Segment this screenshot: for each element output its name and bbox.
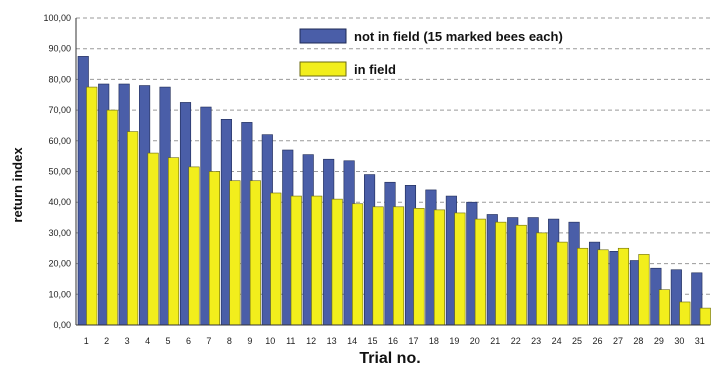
y-tick-label: 50,00 [48, 167, 71, 177]
bar-in-field [290, 195, 302, 326]
x-tick-label: 28 [633, 336, 643, 346]
bar-in-field [679, 301, 691, 326]
bar-in-field [454, 212, 466, 326]
bar-in-field [658, 289, 670, 326]
y-tick-label: 10,00 [48, 289, 71, 299]
bar-in-field [311, 195, 323, 326]
y-tick-label: 0,00 [53, 320, 71, 330]
x-tick-label: 2 [104, 336, 109, 346]
bar-in-field [474, 218, 486, 326]
y-tick-label: 40,00 [48, 197, 71, 207]
bar-in-field [577, 247, 589, 326]
y-tick-label: 30,00 [48, 228, 71, 238]
x-tick-label: 19 [449, 336, 459, 346]
bar-in-field [127, 131, 139, 326]
y-tick-label: 80,00 [48, 74, 71, 84]
x-tick-label: 7 [206, 336, 211, 346]
x-tick-label: 25 [572, 336, 582, 346]
bar-in-field [392, 206, 405, 326]
x-tick-label: 17 [408, 336, 418, 346]
x-tick-label: 6 [186, 336, 191, 346]
x-tick-label: 31 [695, 336, 705, 346]
x-tick-label: 9 [247, 336, 252, 346]
x-tick-label: 21 [490, 336, 500, 346]
bar-in-field [229, 180, 241, 326]
x-tick-label: 29 [654, 336, 664, 346]
bar-in-field [208, 171, 221, 326]
legend-label-in-field: in field [354, 62, 396, 77]
x-tick-label: 30 [674, 336, 684, 346]
y-tick-label: 90,00 [48, 44, 71, 54]
x-tick-label: 12 [306, 336, 316, 346]
bar-in-field [515, 224, 527, 326]
y-tick-label: 70,00 [48, 105, 71, 115]
x-tick-label: 27 [613, 336, 623, 346]
legend-swatch-not-in-field [299, 28, 347, 44]
x-tick-label: 3 [125, 336, 130, 346]
y-tick-label: 20,00 [48, 259, 71, 269]
bar-in-field [433, 209, 445, 326]
x-axis-ticks: 1 2 3 4 5 6 7 8 9 10 11 12 13 14 15 16 17 18 19 20 21 22 23 24 2… [84, 336, 705, 346]
bar-in-field [536, 232, 548, 326]
bar-in-field [413, 208, 425, 326]
x-tick-label: 10 [265, 336, 275, 346]
bar-in-field [638, 254, 650, 326]
x-tick-label: 20 [470, 336, 480, 346]
x-tick-label: 15 [368, 336, 378, 346]
y-axis-ticks: 0,00 10,00 20,00 30,00 40,00 50,00 60,00 70,00 8… [43, 13, 71, 330]
x-tick-label: 4 [145, 336, 150, 346]
bar-in-field [495, 221, 507, 326]
bar-in-field [331, 198, 343, 326]
bar-in-field [556, 241, 568, 326]
x-tick-label: 22 [511, 336, 521, 346]
y-axis-title: return index [10, 147, 25, 223]
x-tick-label: 18 [429, 336, 439, 346]
y-tick-label: 60,00 [48, 136, 71, 146]
bar-in-field [147, 152, 159, 326]
x-axis-title: Trial no. [359, 350, 420, 367]
x-tick-label: 24 [552, 336, 562, 346]
bar-in-field [106, 109, 118, 326]
x-tick-label: 1 [84, 336, 89, 346]
x-tick-label: 26 [593, 336, 603, 346]
bar-in-field [86, 86, 98, 326]
bar-in-field [270, 192, 282, 326]
bar-in-field [597, 249, 609, 326]
x-tick-label: 16 [388, 336, 398, 346]
x-tick-label: 8 [227, 336, 232, 346]
bar-in-field [188, 166, 200, 326]
bar-in-field [352, 203, 364, 326]
bar-in-field [168, 157, 180, 326]
legend-label-not-in-field: not in field (15 marked bees each) [354, 29, 563, 44]
legend: not in field (15 marked bees each) in fi… [299, 28, 563, 77]
bar-in-field [372, 206, 384, 326]
legend-swatch-in-field [299, 61, 347, 77]
x-tick-label: 14 [347, 336, 357, 346]
bar-in-field [617, 247, 630, 326]
bar-in-field [699, 307, 711, 326]
bar-in-field [249, 180, 261, 326]
x-tick-label: 5 [166, 336, 171, 346]
bars [77, 56, 711, 326]
x-tick-label: 11 [286, 336, 295, 346]
x-tick-label: 23 [531, 336, 541, 346]
y-tick-label: 100,00 [43, 13, 71, 23]
x-tick-label: 13 [327, 336, 337, 346]
